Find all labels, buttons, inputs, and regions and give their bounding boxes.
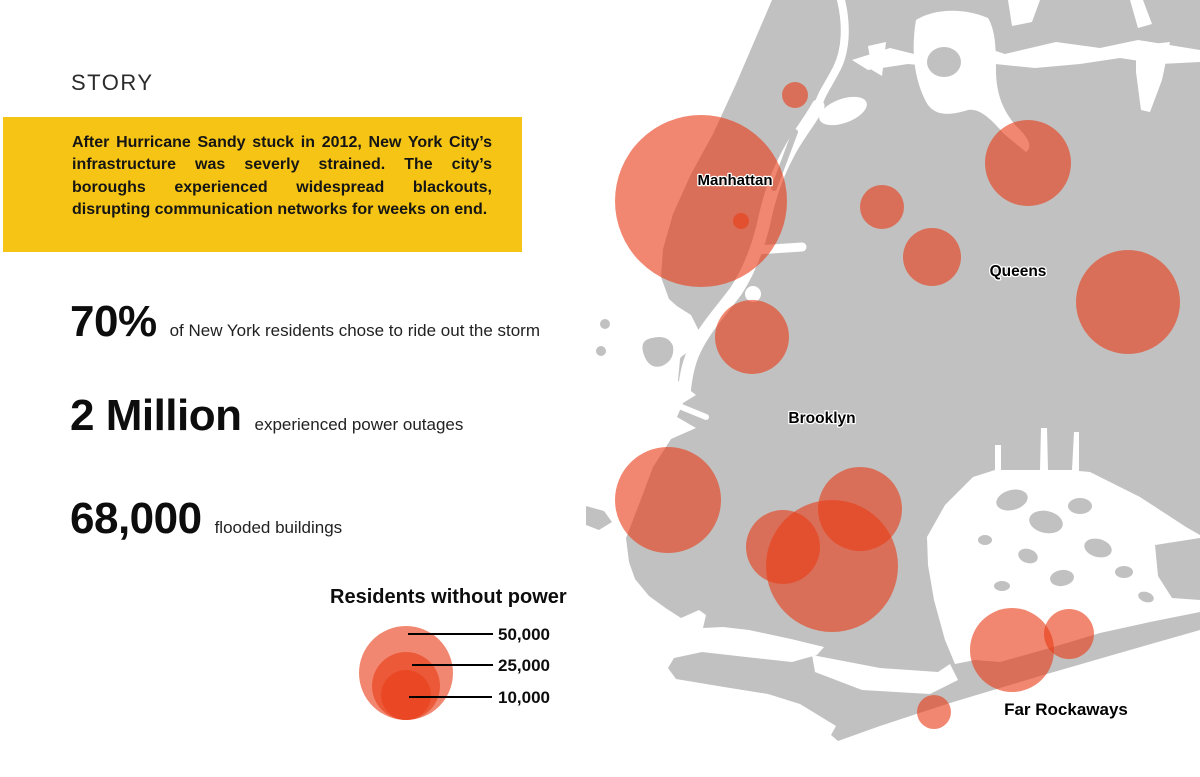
outage-circle bbox=[615, 447, 721, 553]
stat-label: experienced power outages bbox=[254, 415, 464, 434]
legend-scale-label: 25,000 bbox=[498, 656, 550, 675]
story-heading: STORY bbox=[71, 70, 154, 95]
legend-title: Residents without power bbox=[330, 586, 567, 608]
borough-label-brooklyn: Brooklyn bbox=[788, 410, 855, 427]
bayonne-tip bbox=[586, 506, 612, 530]
ellis-island bbox=[596, 346, 606, 356]
gowanus-inlet bbox=[676, 403, 709, 420]
outage-circle bbox=[766, 500, 898, 632]
outage-circle bbox=[615, 115, 787, 287]
bay-island bbox=[1084, 538, 1112, 558]
legend-scale-label: 10,000 bbox=[498, 688, 550, 707]
bay-island bbox=[1138, 591, 1154, 603]
borough-label-manhattan: Manhattan bbox=[698, 172, 773, 189]
bay-island bbox=[1115, 566, 1133, 578]
legend-scale-label: 50,000 bbox=[498, 625, 550, 644]
liberty-island bbox=[600, 319, 610, 329]
stat-value: 2 Million bbox=[70, 391, 242, 440]
outage-circle bbox=[860, 185, 904, 229]
legend-line-25000 bbox=[412, 664, 493, 666]
stat-value: 70% bbox=[70, 297, 157, 346]
outage-circle bbox=[985, 120, 1071, 206]
stat-ride-out-storm: 70% of New York residents chose to ride … bbox=[70, 300, 540, 344]
legend-line-50000 bbox=[408, 633, 493, 635]
governors-island bbox=[642, 337, 674, 367]
jfk-shore bbox=[1155, 538, 1200, 600]
rockaway-inlet bbox=[812, 655, 958, 694]
legend-bubbles bbox=[358, 625, 454, 720]
stat-label: flooded buildings bbox=[214, 518, 343, 537]
stat-value: 68,000 bbox=[70, 494, 202, 543]
legend-line-10000 bbox=[409, 696, 492, 698]
outage-circle bbox=[715, 300, 789, 374]
bay-island bbox=[994, 581, 1010, 591]
harlem-river bbox=[814, 0, 849, 110]
hell-gate bbox=[819, 96, 867, 126]
flushing-bay bbox=[913, 10, 1030, 153]
outage-circle bbox=[903, 228, 961, 286]
stat-power-outages: 2 Million experienced power outages bbox=[70, 394, 463, 438]
bay-island bbox=[1050, 569, 1074, 587]
wallabout-bay bbox=[745, 286, 761, 302]
outage-circle bbox=[733, 213, 749, 229]
outage-circles bbox=[615, 82, 1180, 729]
legend-bubble bbox=[381, 670, 431, 720]
sound-wedge-west bbox=[1008, 0, 1040, 26]
stat-flooded-buildings: 68,000 flooded buildings bbox=[70, 497, 342, 541]
story-callout: After Hurricane Sandy stuck in 2012, New… bbox=[3, 117, 522, 252]
little-neck-bay bbox=[1136, 42, 1170, 112]
outage-circle bbox=[1044, 609, 1094, 659]
bay-island bbox=[978, 535, 992, 545]
story-callout-text: After Hurricane Sandy stuck in 2012, New… bbox=[72, 134, 492, 219]
borough-label-queens: Queens bbox=[990, 263, 1047, 280]
stat-label: of New York residents chose to ride out … bbox=[169, 321, 540, 340]
outage-circle bbox=[970, 608, 1054, 692]
bay-island bbox=[1018, 548, 1038, 564]
outage-circle bbox=[782, 82, 808, 108]
bay-island bbox=[996, 489, 1028, 511]
upper-bay-river-mouth bbox=[655, 296, 699, 357]
bay-island bbox=[1068, 498, 1092, 514]
rikers-island bbox=[927, 47, 961, 77]
borough-labels: Manhattan Queens Brooklyn Far Rockaways bbox=[696, 171, 1129, 721]
jamaica-bay bbox=[927, 428, 1200, 664]
sound-wedge-east bbox=[1130, 0, 1152, 28]
outage-circle bbox=[917, 695, 951, 729]
islands bbox=[586, 47, 1200, 603]
borough-label-far-rockaways: Far Rockaways bbox=[1004, 700, 1128, 719]
bay-island bbox=[1029, 510, 1063, 534]
outage-circle bbox=[1076, 250, 1180, 354]
